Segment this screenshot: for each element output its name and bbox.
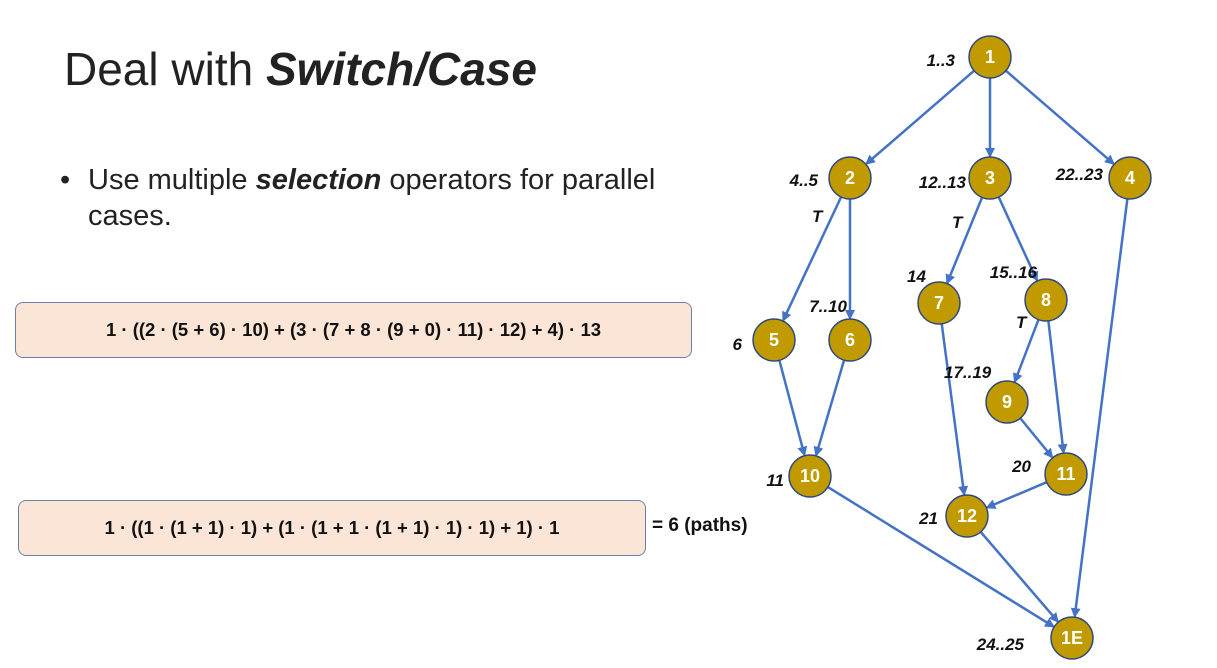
edge-5-to-10 bbox=[778, 359, 808, 457]
node-5: 5 bbox=[752, 318, 796, 362]
node-number-8: 8 bbox=[1041, 290, 1051, 310]
node-lines-label-7: 14 bbox=[907, 267, 926, 286]
edge-label-3-to-7: T bbox=[952, 213, 964, 232]
node-lines-label-12: 21 bbox=[918, 509, 938, 528]
bullet-text-after: operators for parallel cases. bbox=[88, 164, 656, 232]
node-12: 12 bbox=[945, 494, 989, 538]
edge-8-to-9 bbox=[1013, 319, 1040, 384]
node-lines-label-8: 15..16 bbox=[990, 263, 1038, 282]
edge-9-to-11 bbox=[1019, 417, 1054, 459]
node-8: 8 bbox=[1024, 278, 1068, 322]
node-4: 4 bbox=[1108, 156, 1152, 200]
edge-3-to-8 bbox=[997, 196, 1039, 282]
node-number-1: 1 bbox=[985, 47, 995, 67]
edge-1-to-4 bbox=[1005, 69, 1115, 165]
node-lines-label-11: 20 bbox=[1011, 457, 1031, 476]
node-circle-11 bbox=[1044, 452, 1088, 496]
node-circle-1 bbox=[968, 35, 1012, 79]
slide-title: Deal with Switch/Case bbox=[64, 42, 537, 96]
node-number-7: 7 bbox=[934, 293, 944, 313]
node-lines-label-9: 17..19 bbox=[944, 363, 992, 382]
edge-7-to-12 bbox=[940, 323, 969, 497]
path-count-formula-box: 1 · ((1 · (1 + 1) · 1) + (1 · (1 + 1 · (… bbox=[18, 500, 646, 556]
bullet-symbol: • bbox=[60, 164, 71, 196]
node-circle-12 bbox=[945, 494, 989, 538]
node-lines-label-1E: 24..25 bbox=[976, 635, 1025, 654]
path-count-formula-text: 1 · ((1 · (1 + 1) · 1) + (1 · (1 + 1 · (… bbox=[104, 517, 560, 538]
node-3: 3 bbox=[968, 156, 1012, 200]
node-number-9: 9 bbox=[1002, 392, 1012, 412]
node-circle-7 bbox=[917, 281, 961, 325]
node-circle-1E bbox=[1050, 616, 1094, 660]
node-circle-3 bbox=[968, 156, 1012, 200]
node-lines-label-1: 1..3 bbox=[927, 51, 956, 70]
edge-6-to-10 bbox=[813, 359, 846, 457]
node-lines-label-5: 6 bbox=[733, 335, 743, 354]
node-formula-text: 1 · ((2 · (5 + 6) · 10) + (3 · (7 + 8 · … bbox=[105, 319, 602, 340]
edge-1-to-2 bbox=[865, 69, 975, 165]
node-6: 6 bbox=[828, 318, 872, 362]
bullet-text-before: Use multiple bbox=[88, 164, 256, 196]
bullet-point: • Use multiple selection operators for p… bbox=[60, 162, 660, 234]
node-number-3: 3 bbox=[985, 168, 995, 188]
bullet-text-emphasis: selection bbox=[255, 164, 382, 196]
node-1E: 1E bbox=[1050, 616, 1094, 660]
node-lines-label-10: 11 bbox=[766, 471, 784, 490]
node-circle-5 bbox=[752, 318, 796, 362]
node-10: 10 bbox=[788, 454, 832, 498]
node-number-6: 6 bbox=[845, 330, 855, 350]
title-prefix: Deal with bbox=[64, 43, 266, 95]
node-number-10: 10 bbox=[800, 466, 820, 486]
edge-8-to-11 bbox=[1047, 320, 1068, 455]
edge-2-to-5 bbox=[782, 196, 843, 322]
node-circle-2 bbox=[828, 156, 872, 200]
node-circle-4 bbox=[1108, 156, 1152, 200]
node-11: 11 bbox=[1044, 452, 1088, 496]
edge-label-2-to-5: T bbox=[812, 207, 824, 226]
node-circle-6 bbox=[828, 318, 872, 362]
node-number-2: 2 bbox=[845, 168, 855, 188]
node-number-11: 11 bbox=[1056, 464, 1075, 484]
node-lines-label-6: 7..10 bbox=[809, 297, 847, 316]
node-circle-8 bbox=[1024, 278, 1068, 322]
edge-4-to-1E bbox=[1070, 198, 1129, 619]
node-lines-label-2: 4..5 bbox=[789, 171, 819, 190]
edge-3-to-7 bbox=[945, 196, 984, 285]
node-number-5: 5 bbox=[769, 330, 779, 350]
node-formula-box: 1 · ((2 · (5 + 6) · 10) + (3 · (7 + 8 · … bbox=[15, 302, 692, 358]
node-lines-label-4: 22..23 bbox=[1055, 165, 1104, 184]
node-2: 2 bbox=[828, 156, 872, 200]
node-7: 7 bbox=[917, 281, 961, 325]
node-circle-10 bbox=[788, 454, 832, 498]
node-circle-9 bbox=[985, 380, 1029, 424]
edge-label-8-to-9: T bbox=[1016, 313, 1028, 332]
node-number-12: 12 bbox=[957, 506, 977, 526]
node-number-1E: 1E bbox=[1061, 628, 1083, 648]
bullet-text: Use multiple selection operators for par… bbox=[88, 162, 660, 234]
node-1: 1 bbox=[968, 35, 1012, 79]
node-9: 9 bbox=[985, 380, 1029, 424]
path-count-result: = 6 (paths) bbox=[652, 515, 748, 536]
node-lines-label-3: 12..13 bbox=[919, 173, 967, 192]
edge-11-to-12 bbox=[985, 481, 1048, 509]
edge-10-to-1E bbox=[827, 485, 1055, 628]
node-number-4: 4 bbox=[1125, 168, 1135, 188]
title-emphasis: Switch/Case bbox=[265, 43, 537, 95]
edge-12-to-1E bbox=[979, 531, 1059, 623]
